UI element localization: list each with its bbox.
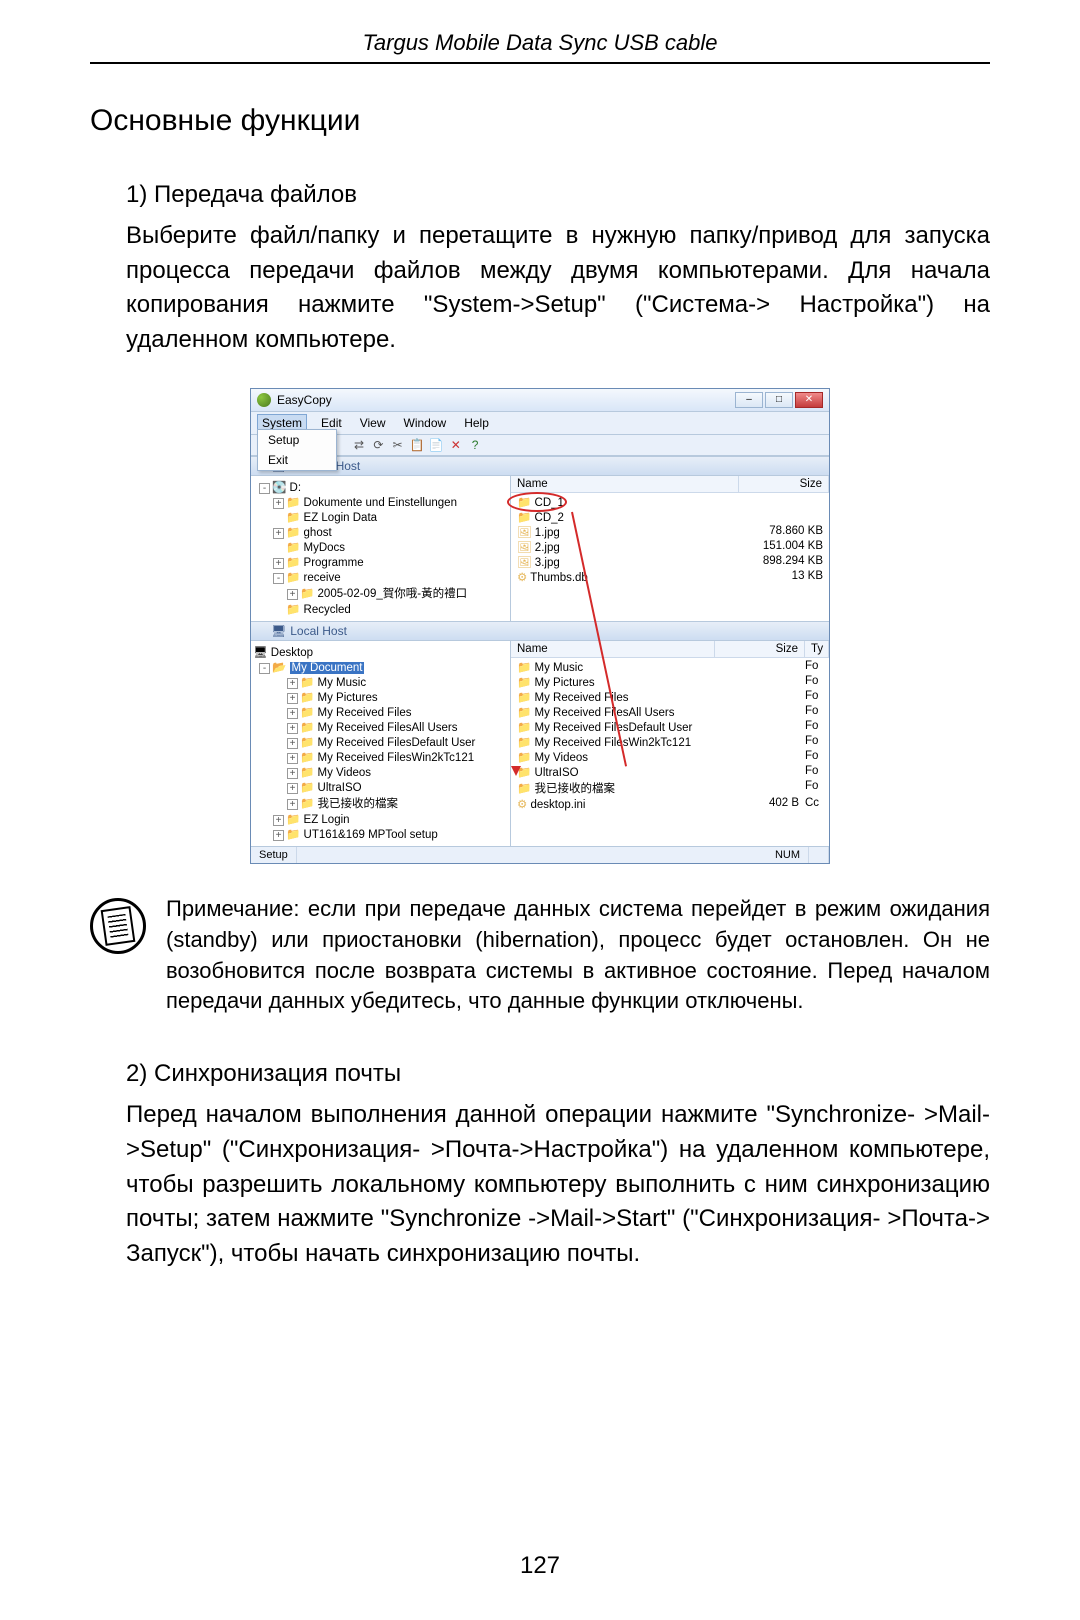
col-size-header[interactable]: Size <box>715 641 805 657</box>
page-number: 127 <box>0 1552 1080 1580</box>
tree-item[interactable]: +📁 My Received FilesDefault User <box>253 735 508 750</box>
section1-heading: 1) Передача файлов <box>126 178 990 213</box>
dropdown-exit[interactable]: Exit <box>258 450 336 470</box>
tree-item[interactable]: +📁 UltraISO <box>253 780 508 795</box>
app-icon <box>257 393 271 407</box>
list-item[interactable]: 📁 My PicturesFo <box>511 675 829 690</box>
tree-item[interactable]: +📁 My Received FilesAll Users <box>253 720 508 735</box>
list-item[interactable]: 📁 My Received FilesAll UsersFo <box>511 705 829 720</box>
menu-bar: SystemEditViewWindowHelp <box>251 412 829 435</box>
main-title: Основные функции <box>90 104 990 138</box>
list-item[interactable]: 📁 UltraISOFo <box>511 765 829 780</box>
cut-icon[interactable]: ✂ <box>390 438 406 452</box>
list-item[interactable]: 📁 My Received FilesFo <box>511 690 829 705</box>
list-item[interactable]: 🖼 3.jpg898.294 KB <box>511 555 829 570</box>
col-name-header[interactable]: Name <box>511 641 715 657</box>
list-item[interactable]: ⚙ Thumbs.db13 KB <box>511 570 829 585</box>
section2-heading: 2) Синхронизация почты <box>126 1057 990 1092</box>
toolbar: ⇄ ⟳ ✂ 📋 📄 ✕ ? <box>251 435 829 456</box>
tree-item[interactable]: +📁 My Music <box>253 675 508 690</box>
remote-file-list[interactable]: Name Size 📁 CD_1📁 CD_2🖼 1.jpg78.860 KB🖼 … <box>511 476 829 621</box>
list-item[interactable]: 📁 My MusicFo <box>511 660 829 675</box>
window-title: EasyCopy <box>277 393 332 407</box>
menu-window[interactable]: Window <box>400 415 451 431</box>
status-bar: Setup NUM <box>251 846 829 863</box>
status-text: Setup <box>251 847 297 863</box>
tree-item[interactable]: +📁 My Videos <box>253 765 508 780</box>
tree-item[interactable]: -📁 receive <box>253 570 508 585</box>
tree-item[interactable]: +📁 ghost <box>253 525 508 540</box>
local-tree[interactable]: 🖥 Desktop-📂 My Document+📁 My Music+📁 My … <box>251 641 511 846</box>
tree-item[interactable]: +📁 My Received FilesWin2kTc121 <box>253 750 508 765</box>
paste-icon[interactable]: 📄 <box>428 438 444 452</box>
page-header: Targus Mobile Data Sync USB cable <box>90 30 990 64</box>
tree-item[interactable]: +📁 My Pictures <box>253 690 508 705</box>
dropdown-setup[interactable]: Setup <box>258 430 336 450</box>
help-icon[interactable]: ? <box>467 438 483 452</box>
list-item[interactable]: 📁 我已接收的檔案Fo <box>511 780 829 797</box>
list-item[interactable]: 📁 CD_2 <box>511 510 829 525</box>
tree-item[interactable]: 🖥 Desktop <box>253 645 508 660</box>
list-item[interactable]: 🖼 1.jpg78.860 KB <box>511 525 829 540</box>
delete-icon[interactable]: ✕ <box>448 438 464 452</box>
system-dropdown: SetupExit <box>257 429 337 471</box>
maximize-button[interactable]: □ <box>765 392 793 408</box>
refresh-icon[interactable]: ⟳ <box>370 438 386 452</box>
tree-item[interactable]: +📁 Programme <box>253 555 508 570</box>
menu-view[interactable]: View <box>356 415 390 431</box>
local-file-list[interactable]: Name Size Ty 📁 My MusicFo📁 My PicturesFo… <box>511 641 829 846</box>
local-host-header: 🖥 Local Host <box>251 621 829 641</box>
tree-item[interactable]: +📁 EZ Login <box>253 812 508 827</box>
tree-item[interactable]: +📁 My Received Files <box>253 705 508 720</box>
col-type-header[interactable]: Ty <box>805 641 829 657</box>
note-icon <box>90 898 146 954</box>
tool-sep-icon: ⇄ <box>351 438 367 452</box>
menu-help[interactable]: Help <box>460 415 493 431</box>
tree-item[interactable]: +📁 我已接收的檔案 <box>253 795 508 812</box>
list-item[interactable]: 📁 My VideosFo <box>511 750 829 765</box>
copy-icon[interactable]: 📋 <box>409 438 425 452</box>
list-item[interactable]: 📁 CD_1 <box>511 495 829 510</box>
minimize-button[interactable]: – <box>735 392 763 408</box>
tree-item[interactable]: +📁 UT161&169 MPTool setup <box>253 827 508 842</box>
tree-item[interactable]: 📁 Recycled <box>253 602 508 617</box>
list-item[interactable]: 🖼 2.jpg151.004 KB <box>511 540 829 555</box>
close-button[interactable]: ✕ <box>795 392 823 408</box>
computer-icon: 🖥 <box>271 624 286 638</box>
col-name-header[interactable]: Name <box>511 476 739 492</box>
list-item[interactable]: 📁 My Received FilesDefault UserFo <box>511 720 829 735</box>
remote-host-header: 🖥 Remote Host <box>251 456 829 476</box>
status-num: NUM <box>767 847 809 863</box>
tree-item[interactable]: 📁 MyDocs <box>253 540 508 555</box>
easycopy-window: EasyCopy – □ ✕ SystemEditViewWindowHelp … <box>250 388 830 864</box>
local-host-label: Local Host <box>290 624 347 638</box>
section1-body: Выберите файл/папку и перетащите в нужну… <box>126 219 990 358</box>
tree-item-selected[interactable]: -📂 My Document <box>253 660 508 675</box>
note-text: Примечание: если при передаче данных сис… <box>166 894 990 1017</box>
tree-item[interactable]: -💽 D: <box>253 480 508 495</box>
section2-body: Перед началом выполнения данной операции… <box>126 1098 990 1272</box>
tree-item[interactable]: 📁 EZ Login Data <box>253 510 508 525</box>
list-item[interactable]: 📁 My Received FilesWin2kTc121Fo <box>511 735 829 750</box>
tree-item[interactable]: +📁 2005-02-09_賀你哦-黃的禮口 <box>253 585 508 602</box>
list-item[interactable]: ⚙ desktop.ini402 BCc <box>511 797 829 812</box>
tree-item[interactable]: +📁 Dokumente und Einstellungen <box>253 495 508 510</box>
remote-tree[interactable]: -💽 D:+📁 Dokumente und Einstellungen📁 EZ … <box>251 476 511 621</box>
col-size-header[interactable]: Size <box>739 476 829 492</box>
